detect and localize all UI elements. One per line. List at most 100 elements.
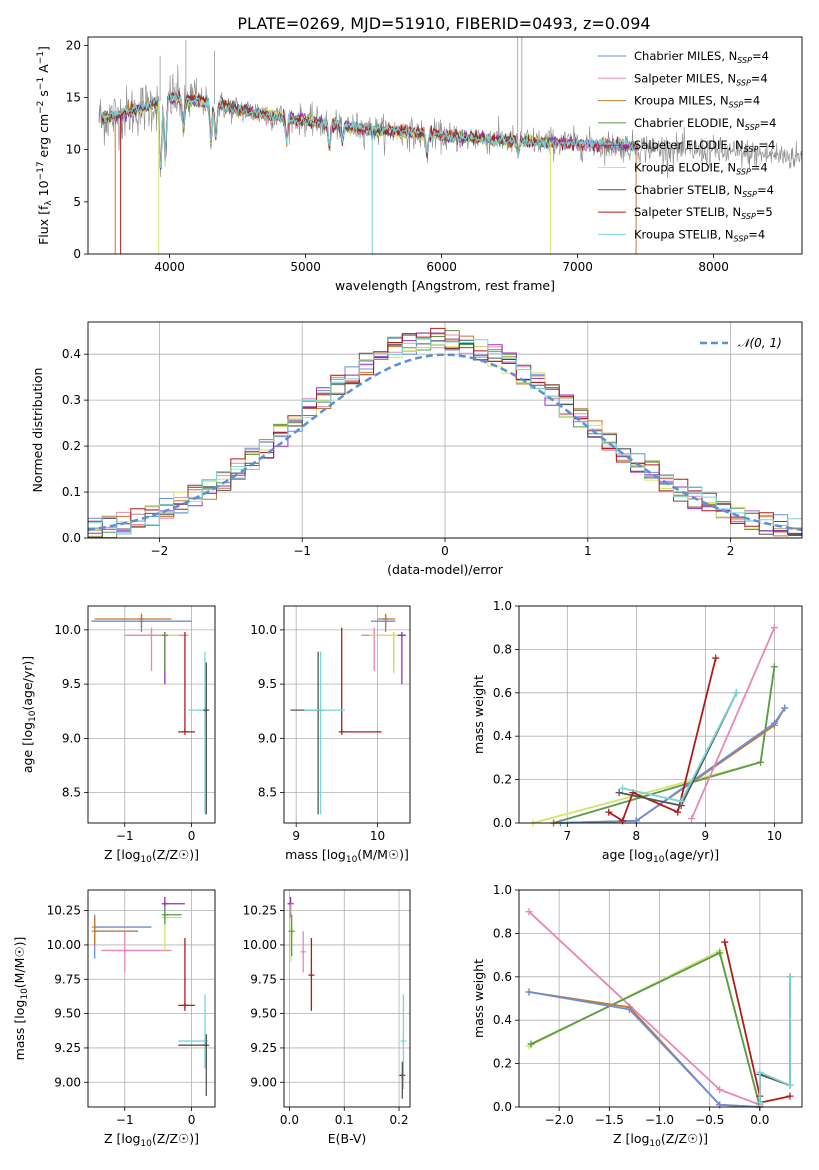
weight-series-line — [690, 627, 776, 820]
residuals-plot-area — [88, 327, 802, 538]
mass-vs-ebv-panel: 0.0 0.1 0.2 9.00 9.25 9.50 9.75 10.00 10.25 E(B-V… — [243, 889, 411, 1146]
legend-entry-label: Chabrier STELIB, NSSP=4 — [634, 183, 774, 199]
weight-point-marker — [756, 1068, 764, 1076]
axes-frame — [87, 889, 216, 1108]
y-tick-label: 0.1 — [62, 485, 81, 499]
label-fragment: age [ — [20, 741, 35, 773]
legend-entry-label: Kroupa ELODIE, NSSP=4 — [634, 161, 768, 177]
data-point-marker — [399, 1072, 406, 1079]
data-point-marker — [121, 947, 128, 954]
data-point-marker — [201, 1038, 208, 1045]
legend-subscript: SSP — [745, 123, 760, 132]
label-fragment: mass weight — [471, 675, 486, 754]
y-tick-label: 9.75 — [250, 972, 277, 986]
data-point-marker — [148, 632, 155, 639]
weight-point-marker — [770, 663, 778, 671]
y-tick-label: 20 — [66, 38, 81, 52]
label-fragment: log — [12, 1000, 27, 1019]
label-fragment: (age/yr)] — [664, 847, 719, 862]
weight-point-marker — [712, 654, 720, 662]
weight-series-line — [528, 991, 760, 1108]
y-tick-label: 1.0 — [493, 883, 512, 897]
data-point-marker — [91, 928, 98, 935]
x-axis-label: mass [log10(M/M☉)] — [285, 847, 409, 865]
y-tick-label: 0.3 — [62, 393, 81, 407]
label-fragment: erg cm — [36, 114, 51, 162]
weight-point-marker — [605, 808, 613, 816]
legend-entry-label: Salpeter ELODIE, NSSP=4 — [634, 138, 775, 154]
label-fragment: −1 — [36, 51, 46, 64]
age-vs-z-plot-area — [91, 613, 210, 815]
x-tick-label: −2.0 — [545, 1113, 574, 1127]
x-tick-label: 9 — [702, 829, 710, 843]
data-point-marker — [390, 632, 397, 639]
x-axis-label: E(B-V) — [328, 1131, 367, 1146]
age-vs-mass-plot-area — [290, 613, 406, 815]
weight-point-marker — [615, 789, 623, 797]
legend-normal-label: 𝒩(0, 1) — [738, 336, 782, 350]
x-tick-label: 0.1 — [335, 1113, 354, 1127]
label-fragment: f — [36, 205, 51, 210]
label-fragment: −2 — [36, 101, 46, 114]
y-tick-label: 8.5 — [258, 786, 277, 800]
y-tick-label: 0.4 — [62, 347, 81, 361]
data-point-marker — [203, 1042, 210, 1049]
legend-subscript: SSP — [734, 234, 749, 243]
x-tick-label: 0.2 — [389, 1113, 408, 1127]
weight-point-marker — [625, 1005, 633, 1013]
y-tick-label: 0.8 — [493, 926, 512, 940]
label-fragment: wavelength [Angstrom, rest frame] — [335, 278, 555, 293]
legend-text: Kroupa MILES, N — [634, 94, 729, 108]
x-tick-label: 6000 — [426, 260, 457, 274]
label-fragment: mass [ — [285, 847, 327, 862]
spectrum-model-line — [101, 91, 639, 169]
x-tick-label: 2 — [727, 544, 735, 558]
y-tick-label: 9.0 — [258, 731, 277, 745]
legend-tail: =4 — [760, 116, 777, 130]
x-tick-label: −1.5 — [595, 1113, 624, 1127]
residual-histogram — [88, 337, 802, 535]
label-fragment: −1 — [36, 77, 46, 90]
data-point-marker — [161, 900, 168, 907]
x-tick-label: 5000 — [290, 260, 321, 274]
legend-text: Chabrier STELIB, N — [634, 183, 742, 197]
label-fragment: (data-model)/error — [387, 562, 504, 577]
weight-point-marker — [688, 815, 696, 823]
label-fragment: 10 — [649, 1139, 661, 1149]
y-tick-label: 0.2 — [493, 1057, 512, 1071]
x-tick-label: 7000 — [562, 260, 593, 274]
y-tick-label: 0.4 — [493, 729, 512, 743]
weight-point-marker — [677, 797, 685, 805]
data-point-marker — [400, 1038, 407, 1045]
axes-frame — [518, 889, 803, 1108]
legend-text: Chabrier ELODIE, N — [634, 116, 745, 130]
data-point-marker — [382, 616, 389, 623]
label-fragment: Z [ — [104, 1131, 121, 1146]
x-tick-label: −1 — [116, 829, 134, 843]
label-fragment: −17 — [36, 161, 46, 180]
y-tick-label: 9.5 — [62, 677, 81, 691]
weight-point-marker — [716, 949, 724, 957]
y-tick-label: 9.00 — [250, 1075, 277, 1089]
label-fragment: 10 — [346, 855, 358, 865]
legend-subscript: SSP — [741, 212, 756, 221]
y-tick-label: 10.0 — [54, 623, 81, 637]
weight-point-marker — [770, 719, 778, 727]
x-tick-label: 0.0 — [750, 1113, 769, 1127]
label-fragment: log — [121, 847, 140, 862]
weight-point-marker — [716, 1086, 724, 1094]
label-fragment: (Z/Z☉)] — [152, 847, 199, 862]
y-tick-label: 5 — [73, 195, 81, 209]
label-fragment: (Z/Z☉)] — [152, 1131, 199, 1146]
axes-frame — [283, 605, 411, 824]
x-axis-label: age [log10(age/yr)] — [602, 847, 719, 865]
x-axis-label: wavelength [Angstrom, rest frame] — [335, 278, 555, 293]
x-tick-label: −1 — [116, 1113, 134, 1127]
legend-tail: =4 — [757, 183, 774, 197]
legend-text: Chabrier MILES, N — [634, 49, 737, 63]
y-axis-label: mass [log10(M/M☉)] — [12, 937, 30, 1061]
legend-text: Salpeter STELIB, N — [634, 205, 741, 219]
x-tick-label: 0 — [441, 544, 449, 558]
